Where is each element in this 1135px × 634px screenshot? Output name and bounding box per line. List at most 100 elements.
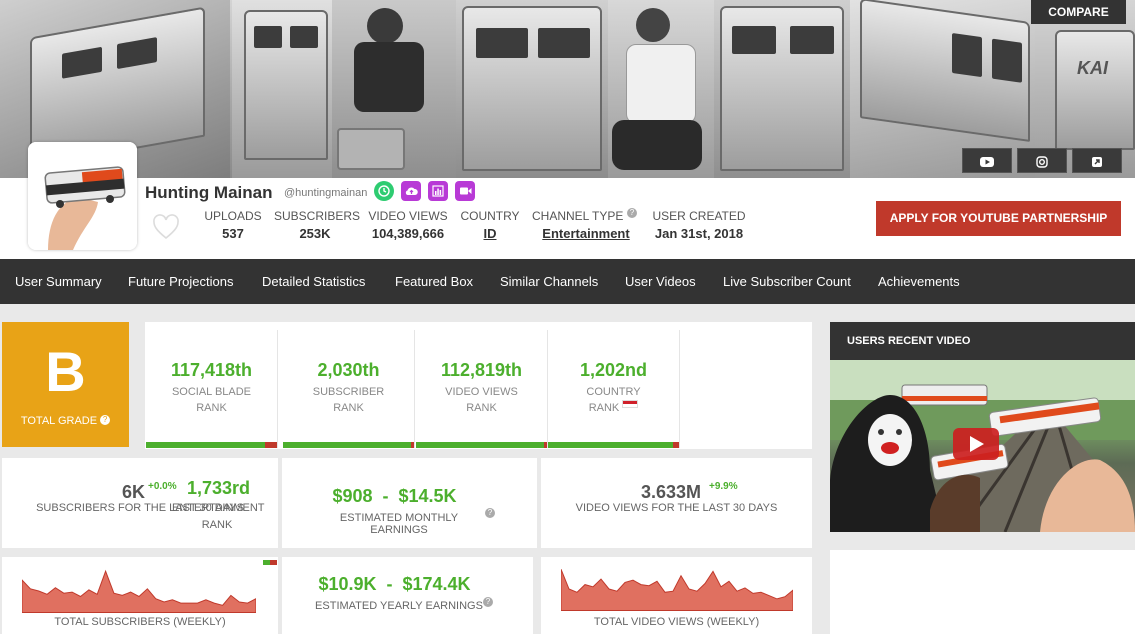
external-link-icon[interactable] [1072,148,1122,173]
locomotive-image [720,6,844,171]
views-weekly-chart [561,569,793,611]
video-views-value: 104,389,666 [371,226,445,241]
help-icon[interactable]: ? [627,208,637,218]
nav-bar: User Summary Future Projections Detailed… [0,259,1135,304]
change-indicator [263,560,277,565]
locomotive-image [462,6,602,171]
indonesia-flag-icon [622,400,639,408]
subs-30-change: +0.0% [148,481,177,492]
views-weekly-label: TOTAL VIDEO VIEWS (WEEKLY) [593,616,760,628]
views-weekly-box: TOTAL VIDEO VIEWS (WEEKLY) [541,557,812,634]
views-30-change: +9.9% [709,481,738,492]
banner-photo [232,0,332,178]
banner-photo [332,0,456,178]
locomotive-image [244,10,328,160]
compare-button[interactable]: COMPARE [1031,0,1126,24]
rank-value: 2,030th [317,360,380,380]
country-rank: 1,202nd COUNTRY RANK [548,330,680,448]
country-label: COUNTRY [460,209,520,223]
rank-bar [146,442,277,448]
rank-value: 1,202nd [579,360,648,380]
banner-photo [714,0,850,178]
subscribers-weekly-box: TOTAL SUBSCRIBERS (WEEKLY) [2,557,278,634]
bar-chart-icon[interactable] [428,181,448,201]
instagram-icon[interactable] [1017,148,1067,173]
user-created-value: Jan 31st, 2018 [654,226,744,241]
rank-label: COUNTRY RANK [586,386,641,414]
subscribers-weekly-chart [22,569,256,613]
subscribers-30-days-box: 6K +0.0% SUBSCRIBERS FOR THE LAST 30 DAY… [2,458,278,548]
tab-user-videos[interactable]: User Videos [625,274,696,289]
tab-achievements[interactable]: Achievements [878,274,960,289]
video-camera-icon[interactable] [455,181,475,201]
subscribers-area-series [22,569,256,613]
subs-30-label: SUBSCRIBERS FOR THE LAST 30 DAYS [36,502,244,514]
rank-row: 117,418th SOCIAL BLADE RANK 2,030th SUBSC… [145,322,812,449]
grade-box: B TOTAL GRADE ? [2,322,129,447]
views-30-value: 3.633M [641,482,702,502]
uploads-value: 537 [222,226,244,241]
monthly-earnings-label: ESTIMATED MONTHLY EARNINGS [339,512,459,536]
help-icon[interactable]: ? [483,597,493,607]
rank-label: SUBSCRIBER RANK [312,386,385,414]
entertainment-rank-label: ENTERTAINMENT RANK [172,502,265,531]
apply-partnership-button[interactable]: APPLY FOR YOUTUBE PARTNERSHIP [876,201,1121,236]
yearly-earnings-label: ESTIMATED YEARLY EARNINGS [315,600,483,612]
tab-detailed-statistics[interactable]: Detailed Statistics [262,274,366,289]
kai-logo: KAI [1077,58,1108,78]
subscribers-value: 253K [299,226,331,241]
banner-photo [456,0,608,178]
clock-icon[interactable] [374,181,394,201]
monthly-earnings-box: $908 - $14.5K ESTIMATED MONTHLY EARNINGS… [282,458,537,548]
views-30-days-box: 3.633M +9.9% VIDEO VIEWS FOR THE LAST 30… [541,458,812,548]
tab-live-subscriber-count[interactable]: Live Subscriber Count [723,274,851,289]
social-blade-rank: 117,418th SOCIAL BLADE RANK [146,330,278,448]
recent-video-panel [830,550,1135,634]
heart-icon[interactable] [152,214,180,240]
user-created-label: USER CREATED [652,209,746,223]
locomotive-image [1055,30,1135,150]
uploads-label: UPLOADS [204,209,262,223]
channel-type-label: CHANNEL TYPE [532,209,624,223]
channel-name: Hunting Mainan [145,183,273,202]
recent-video-thumbnail[interactable] [830,360,1135,532]
recent-video-title: USERS RECENT VIDEO [830,322,1135,360]
rank-value: 112,819th [440,360,523,380]
views-30-label: VIDEO VIEWS FOR THE LAST 30 DAYS [575,502,778,514]
video-views-rank: 112,819th VIDEO VIEWS RANK [416,330,548,448]
rank-label: SOCIAL BLADE RANK [171,386,252,414]
tab-similar-channels[interactable]: Similar Channels [500,274,599,289]
tab-future-projections[interactable]: Future Projections [128,274,234,289]
avatar [28,142,137,250]
subscriber-rank: 2,030th SUBSCRIBER RANK [283,330,415,448]
tab-user-summary[interactable]: User Summary [15,274,102,289]
yearly-earnings-box: $10.9K - $174.4K ESTIMATED YEARLY EARNIN… [282,557,533,634]
youtube-icon[interactable] [962,148,1012,173]
tab-featured-box[interactable]: Featured Box [395,274,474,289]
rank-label: VIDEO VIEWS RANK [445,386,518,414]
help-icon[interactable]: ? [100,415,111,425]
channel-banner: KAI COMPARE [0,0,1135,178]
subs-30-value: 6K [122,482,146,502]
rank-bar [416,442,547,448]
subscribers-label: SUBSCRIBERS [274,209,361,223]
rank-value: 117,418th [170,360,253,380]
channel-type-link[interactable]: Entertainment [542,226,630,241]
upload-cloud-icon[interactable] [401,181,421,201]
rank-bar [548,442,679,448]
help-icon[interactable]: ? [485,508,495,518]
grade-label: TOTAL GRADE ? [2,415,129,427]
yearly-earnings-value: $10.9K - $174.4K [318,574,471,594]
country-link[interactable]: ID [483,226,497,241]
subscribers-weekly-label: TOTAL SUBSCRIBERS (WEEKLY) [54,616,226,628]
monthly-earnings-value: $908 - $14.5K [332,486,457,506]
banner-photo [608,0,714,178]
views-area-series [561,569,793,611]
grade-letter: B [45,340,86,403]
channel-handle: @huntingmainan [284,187,368,199]
rank-bar [283,442,414,448]
train-image [860,0,1030,142]
video-views-label: VIDEO VIEWS [368,209,448,223]
entertainment-rank-value: 1,733rd [187,478,251,498]
